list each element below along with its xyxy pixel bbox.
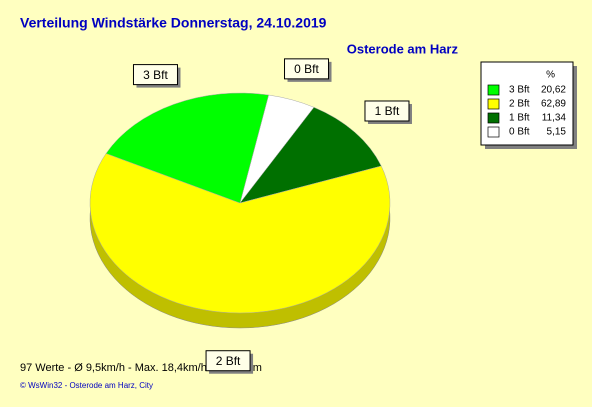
- footer: 97 Werte - Ø 9,5km/h - Max. 18,4km/h - 2…: [20, 362, 262, 374]
- chart-subtitle: Osterode am Harz: [347, 41, 459, 56]
- legend-label: 0 Bft: [509, 127, 530, 138]
- label-box: [205, 350, 251, 372]
- slice-label: 2 Bft: [216, 354, 241, 368]
- chart-title: Verteilung Windstärke Donnerstag, 24.10.…: [20, 15, 327, 31]
- legend-value: 11,34: [542, 113, 567, 124]
- legend-label: 3 Bft: [509, 85, 530, 96]
- slice: [105, 92, 269, 204]
- label-box: [364, 100, 410, 122]
- slice-label: 1 Bft: [375, 104, 400, 118]
- label-box: [132, 64, 178, 86]
- legend-swatch: [487, 98, 500, 110]
- legend-swatch: [487, 84, 500, 96]
- legend-swatch: [487, 112, 500, 124]
- legend-value: 5,15: [547, 127, 567, 138]
- slice-label: 3 Bft: [143, 68, 168, 82]
- slice: [239, 106, 382, 204]
- slice-label: 0 Bft: [294, 62, 319, 76]
- label-box: [284, 58, 330, 80]
- legend-swatch: [487, 126, 500, 138]
- credit: © WsWin32 - Osterode am Harz, City: [20, 381, 153, 390]
- legend-value: 62,89: [541, 99, 566, 110]
- legend-label: 1 Bft: [509, 113, 530, 124]
- slice: [89, 153, 391, 314]
- legend-title: %: [546, 70, 555, 81]
- legend-label: 2 Bft: [509, 99, 530, 110]
- legend-value: 20,62: [541, 85, 566, 96]
